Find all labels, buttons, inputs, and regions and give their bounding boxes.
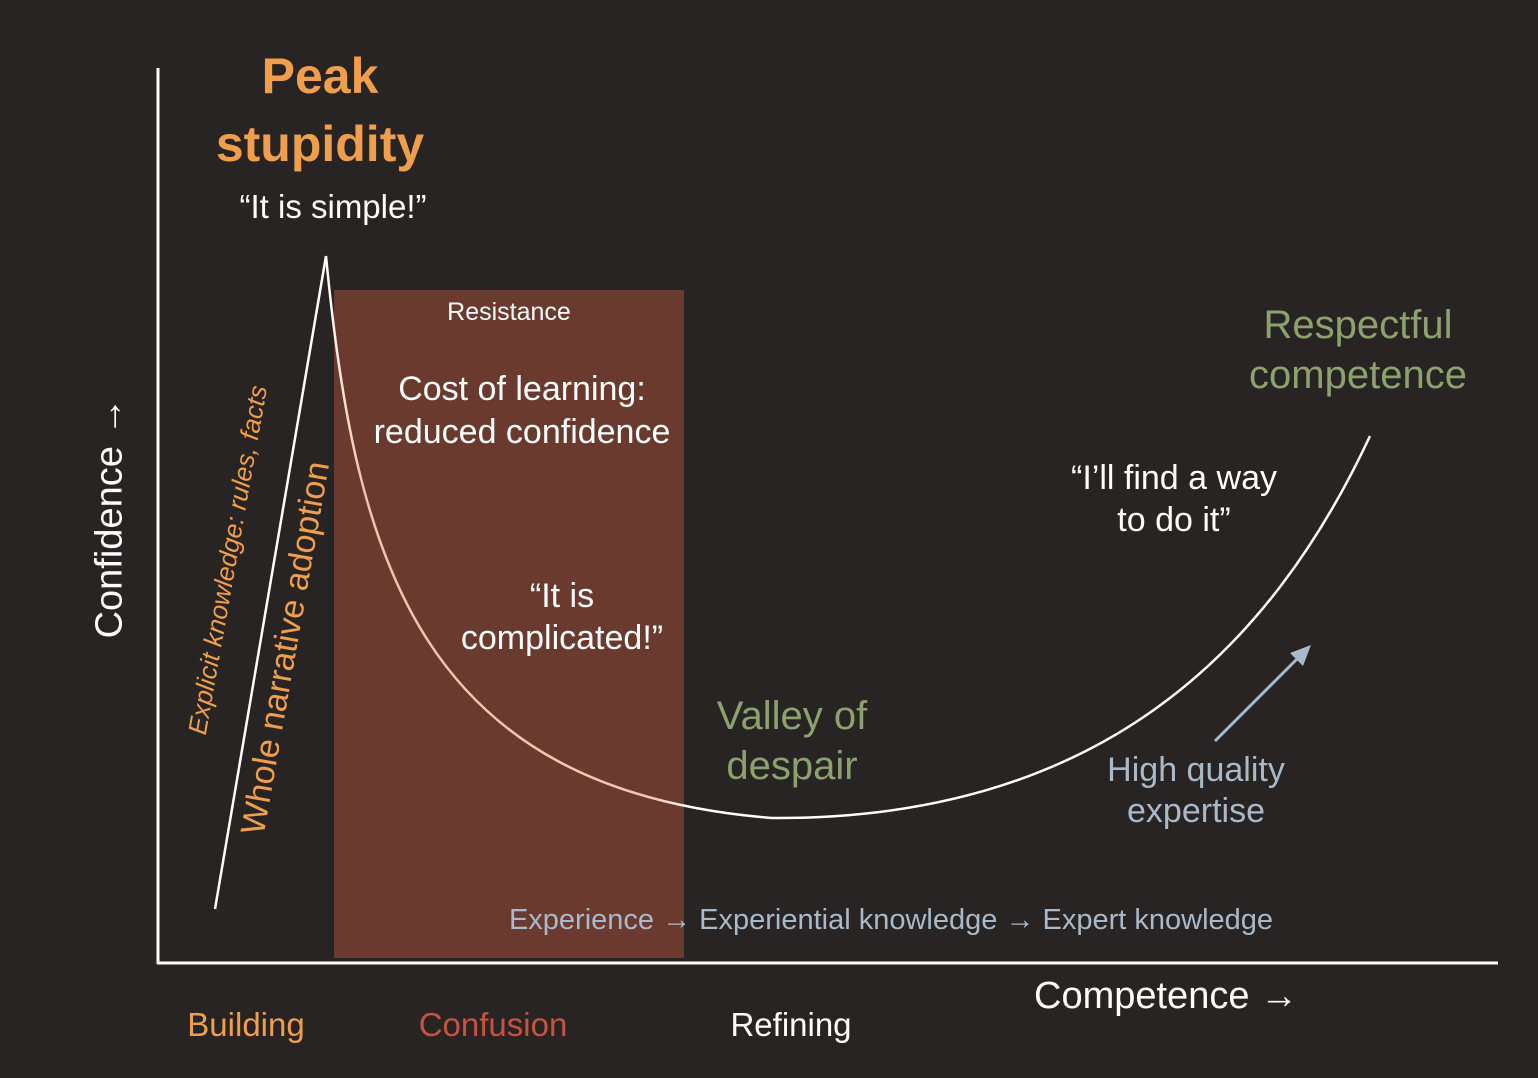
resistance-box [334,290,684,958]
peak-title-line1: Peak [261,48,379,104]
cost-of-learning-line1: Cost of learning: [398,370,646,408]
peak-title-line2: stupidity [215,116,425,172]
phase-confusion: Confusion [418,1006,568,1043]
expertise-line2: expertise [1127,792,1265,830]
find-a-way-quote-line1: “I’ll find a way [1071,459,1277,497]
confidence-curve-recover [771,435,1372,820]
expertise-line1: High quality [1107,751,1285,789]
resistance-label: Resistance [447,298,571,326]
confidence-curve-fall [324,255,773,820]
knowledge-chain: Experience → Experiential knowledge → Ex… [508,904,1274,936]
x-axis-label: Competence → [1034,975,1299,1017]
phase-building: Building [187,1006,305,1043]
complicated-quote-line1: “It is [529,577,595,615]
peak-quote: “It is simple!” [239,188,427,225]
complicated-quote-line2: complicated!” [460,619,664,657]
find-a-way-quote-line2: to do it” [1117,501,1231,539]
confidence-curve-rise [213,255,328,910]
valley-line2: despair [726,744,858,788]
y-axis-label: Confidence → [88,397,131,639]
respectful-line1: Respectful [1263,303,1453,347]
phase-refining: Refining [730,1006,852,1043]
valley-line1: Valley of [716,694,868,738]
expertise-arrow-head [1290,645,1311,666]
expertise-arrow-shaft [1213,653,1303,743]
cost-of-learning-line2: reduced confidence [373,413,671,451]
respectful-line2: competence [1249,353,1467,397]
